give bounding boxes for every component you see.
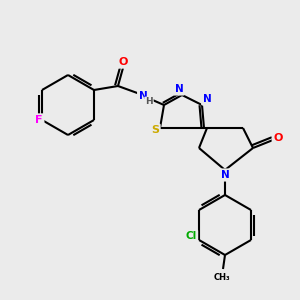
Text: S: S xyxy=(151,125,159,135)
Text: N: N xyxy=(175,84,183,94)
Text: O: O xyxy=(118,57,128,67)
Text: Cl: Cl xyxy=(185,231,197,241)
Text: F: F xyxy=(35,115,43,125)
Text: N: N xyxy=(220,170,230,180)
Text: O: O xyxy=(273,133,283,143)
Text: N: N xyxy=(139,91,147,101)
Text: CH₃: CH₃ xyxy=(214,272,230,281)
Text: N: N xyxy=(202,94,211,104)
Text: H: H xyxy=(145,98,153,106)
